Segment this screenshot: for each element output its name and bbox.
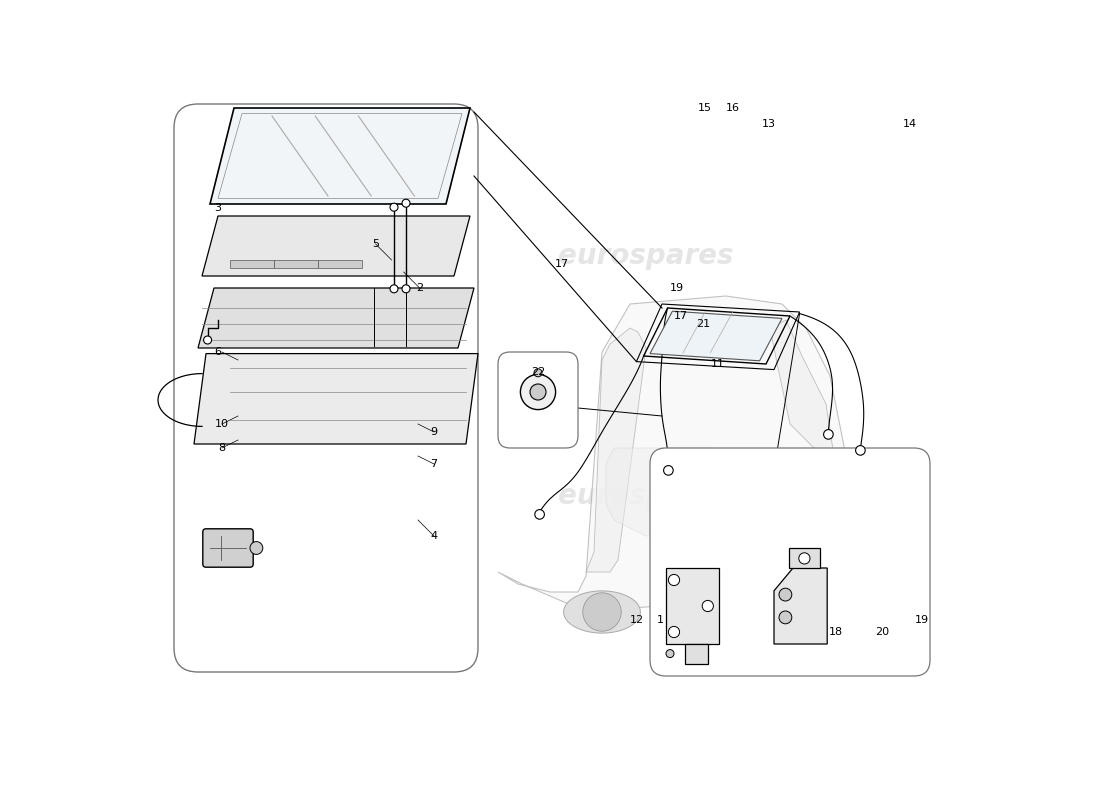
Circle shape: [769, 592, 806, 630]
Polygon shape: [210, 108, 470, 204]
Circle shape: [402, 199, 410, 207]
Polygon shape: [685, 644, 707, 664]
Circle shape: [663, 466, 673, 475]
Circle shape: [669, 626, 680, 638]
Text: 12: 12: [629, 615, 644, 625]
Text: 17: 17: [554, 259, 569, 269]
Text: 6: 6: [214, 347, 221, 357]
Text: 13: 13: [761, 119, 776, 129]
Text: 15: 15: [697, 103, 712, 113]
Polygon shape: [498, 296, 854, 616]
Text: 17: 17: [673, 311, 688, 321]
Circle shape: [250, 542, 263, 554]
FancyBboxPatch shape: [650, 448, 930, 676]
Circle shape: [779, 588, 792, 601]
Polygon shape: [230, 260, 274, 268]
Circle shape: [535, 510, 544, 519]
Circle shape: [390, 285, 398, 293]
Text: eurospares: eurospares: [558, 482, 734, 510]
Text: 20: 20: [874, 627, 889, 637]
Circle shape: [402, 285, 410, 293]
Text: 10: 10: [214, 419, 229, 429]
Text: 19: 19: [915, 615, 930, 625]
Circle shape: [702, 600, 714, 611]
Polygon shape: [586, 328, 646, 572]
Polygon shape: [194, 354, 478, 444]
Circle shape: [824, 430, 833, 439]
Polygon shape: [749, 590, 826, 632]
Text: 19: 19: [669, 283, 683, 293]
Text: 8: 8: [219, 443, 225, 453]
FancyBboxPatch shape: [498, 352, 578, 448]
Polygon shape: [774, 568, 827, 644]
Text: 5: 5: [372, 239, 379, 249]
Text: eurospares: eurospares: [558, 242, 734, 270]
FancyBboxPatch shape: [174, 104, 479, 672]
Circle shape: [799, 553, 810, 564]
Polygon shape: [274, 260, 318, 268]
Text: 4: 4: [430, 531, 438, 541]
Text: 11: 11: [711, 359, 725, 369]
Text: 16: 16: [725, 103, 739, 113]
Text: 9: 9: [430, 427, 438, 437]
Polygon shape: [650, 311, 782, 361]
Polygon shape: [789, 548, 820, 568]
Circle shape: [520, 374, 556, 410]
Text: 3: 3: [214, 203, 221, 213]
Text: 2: 2: [416, 283, 424, 293]
Polygon shape: [666, 568, 719, 644]
Circle shape: [856, 446, 866, 455]
Polygon shape: [606, 448, 718, 536]
Circle shape: [530, 384, 546, 400]
Circle shape: [779, 611, 792, 624]
Text: 7: 7: [430, 459, 438, 469]
Circle shape: [583, 593, 621, 631]
Circle shape: [390, 203, 398, 211]
FancyBboxPatch shape: [202, 529, 253, 567]
Text: 21: 21: [696, 319, 711, 329]
Text: 14: 14: [903, 119, 917, 129]
Text: 18: 18: [828, 627, 843, 637]
Circle shape: [669, 574, 680, 586]
Circle shape: [666, 650, 674, 658]
Polygon shape: [318, 260, 362, 268]
Polygon shape: [770, 320, 834, 456]
Polygon shape: [202, 216, 470, 276]
Polygon shape: [198, 288, 474, 348]
Text: eurospares: eurospares: [210, 370, 386, 398]
Polygon shape: [563, 591, 640, 633]
Circle shape: [534, 369, 542, 377]
Circle shape: [204, 336, 211, 344]
Text: 22: 22: [531, 367, 546, 377]
Text: 1: 1: [657, 615, 664, 625]
